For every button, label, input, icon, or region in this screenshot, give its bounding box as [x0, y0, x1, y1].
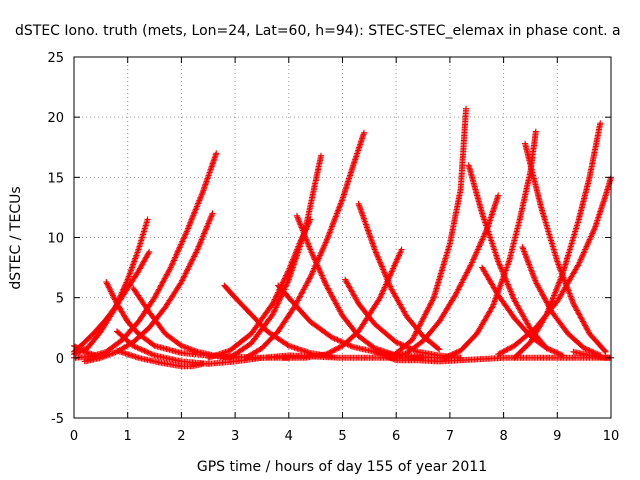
chart-title: dSTEC Iono. truth (mets, Lon=24, Lat=60,… — [15, 23, 621, 39]
series-markers — [522, 140, 609, 355]
x-tick-label: 6 — [392, 429, 400, 444]
series — [441, 128, 539, 361]
series — [293, 212, 400, 359]
series — [221, 282, 335, 360]
series — [387, 105, 469, 361]
series-markers — [441, 128, 539, 361]
series — [519, 244, 604, 359]
x-tick-label: 10 — [603, 429, 620, 444]
series-markers — [371, 348, 614, 365]
x-tick-label: 3 — [231, 429, 239, 444]
grid — [74, 57, 611, 418]
series — [205, 216, 314, 361]
series-markers — [387, 192, 502, 361]
y-tick-label: 15 — [47, 171, 64, 186]
series-markers — [221, 282, 335, 360]
series-markers — [387, 105, 469, 361]
series — [280, 246, 405, 361]
x-tick-label: 0 — [70, 429, 78, 444]
x-tick-label: 8 — [499, 429, 507, 444]
series-markers — [205, 216, 314, 361]
series-markers — [226, 152, 324, 361]
x-tick-label: 9 — [553, 429, 561, 444]
series-markers — [130, 285, 239, 361]
x-tick-label: 2 — [177, 429, 185, 444]
y-tick-label: 25 — [47, 51, 64, 66]
series — [242, 129, 367, 361]
series — [81, 210, 216, 365]
series — [226, 152, 324, 361]
x-tick-label: 4 — [285, 429, 293, 444]
series — [114, 347, 206, 370]
series-markers — [81, 210, 216, 365]
x-tick-label: 1 — [124, 429, 132, 444]
y-tick-label: -5 — [51, 412, 64, 427]
series — [511, 120, 604, 361]
series-markers — [511, 120, 604, 361]
series — [522, 140, 609, 355]
y-axis-label: dSTEC / TECUs — [8, 186, 24, 289]
series — [495, 174, 614, 358]
y-tick-label: 5 — [56, 292, 64, 307]
x-axis-label: GPS time / hours of day 155 of year 2011 — [197, 459, 487, 475]
series — [371, 348, 614, 365]
series-markers — [519, 244, 604, 359]
series-markers — [280, 246, 405, 361]
y-tick-label: 0 — [56, 352, 64, 367]
y-tick-label: 10 — [47, 232, 64, 247]
series — [387, 192, 502, 361]
series-markers — [495, 174, 614, 358]
y-tick-label: 20 — [47, 111, 64, 126]
series-markers — [114, 347, 206, 370]
series — [130, 285, 239, 361]
series-markers — [242, 129, 367, 361]
x-tick-label: 7 — [446, 429, 454, 444]
x-tick-label: 5 — [338, 429, 346, 444]
axis-ticks: 0 1 2 3 4 5 6 7 8 9 10 -5 0 5 10 15 20 25 — [47, 51, 619, 444]
series-markers — [293, 212, 400, 359]
